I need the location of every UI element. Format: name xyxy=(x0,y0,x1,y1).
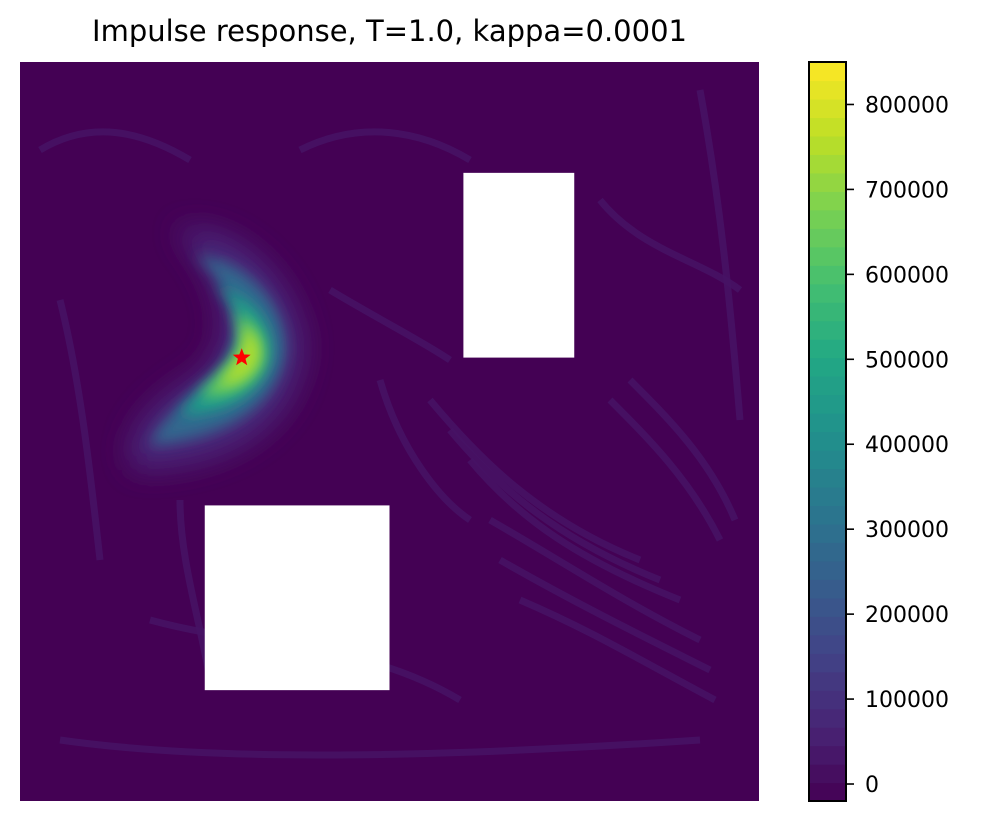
colorbar-band xyxy=(809,690,846,710)
colorbar-band xyxy=(809,172,846,192)
colorbar-band xyxy=(809,671,846,691)
colorbar-tick-label: 200000 xyxy=(865,603,949,628)
colorbar-tick-label: 0 xyxy=(865,773,879,798)
colorbar-band xyxy=(809,579,846,599)
colorbar-band xyxy=(809,523,846,543)
colorbar-band xyxy=(809,634,846,654)
colorbar-tick-label: 600000 xyxy=(865,263,949,288)
colorbar-band xyxy=(809,98,846,119)
colorbar-band xyxy=(809,357,846,377)
colorbar-band xyxy=(809,62,846,82)
colorbar-band xyxy=(809,80,846,100)
colorbar-band xyxy=(809,413,846,433)
colorbar-band xyxy=(809,468,846,488)
colorbar-band xyxy=(809,117,846,137)
colorbar-band xyxy=(809,154,846,174)
colorbar-band xyxy=(809,505,846,525)
impulse-response-blob xyxy=(129,228,305,470)
colorbar-band xyxy=(809,727,846,747)
colorbar-band xyxy=(809,246,846,266)
colorbar-band xyxy=(809,782,846,802)
obstacle-upper-right xyxy=(463,172,575,358)
colorbar-tick-label: 700000 xyxy=(865,178,949,203)
colorbar-frame xyxy=(808,61,847,802)
colorbar-band xyxy=(809,708,846,728)
colorbar-ticks: 0 100000 200000 300000 400000 500000 600000 700… xyxy=(846,93,949,798)
colorbar-band xyxy=(809,745,846,765)
colorbar-band xyxy=(809,449,846,470)
colorbar-band xyxy=(809,191,846,211)
colorbar-band xyxy=(809,616,846,636)
colorbar-tick-label: 100000 xyxy=(865,688,949,713)
colorbar xyxy=(808,61,847,802)
colorbar-band xyxy=(809,486,846,506)
colorbar-band xyxy=(809,320,846,340)
colorbar-band xyxy=(809,764,846,784)
colorbar-band xyxy=(809,597,846,617)
colorbar-band xyxy=(809,653,846,673)
chart-title: Impulse response, T=1.0, kappa=0.0001 xyxy=(92,14,687,48)
colorbar-tick-label: 500000 xyxy=(865,348,949,373)
colorbar-tick-label: 400000 xyxy=(865,433,949,458)
colorbar-tick-label: 300000 xyxy=(865,518,949,543)
colorbar-band xyxy=(809,376,846,396)
colorbar-band xyxy=(809,209,846,229)
colorbar-band xyxy=(809,265,846,285)
colorbar-band xyxy=(809,339,846,359)
colorbar-band xyxy=(809,560,846,580)
source-star-marker xyxy=(232,348,251,366)
obstacle-lower-left xyxy=(204,505,390,691)
colorbar-band xyxy=(809,228,846,248)
colorbar-band xyxy=(809,542,846,562)
colorbar-band xyxy=(809,302,846,322)
colorbar-tick-label: 800000 xyxy=(865,93,949,118)
colorbar-band xyxy=(809,394,846,414)
colorbar-band xyxy=(809,135,846,155)
colorbar-band xyxy=(809,431,846,451)
colorbar-band xyxy=(809,283,846,303)
plot-area xyxy=(20,62,759,801)
